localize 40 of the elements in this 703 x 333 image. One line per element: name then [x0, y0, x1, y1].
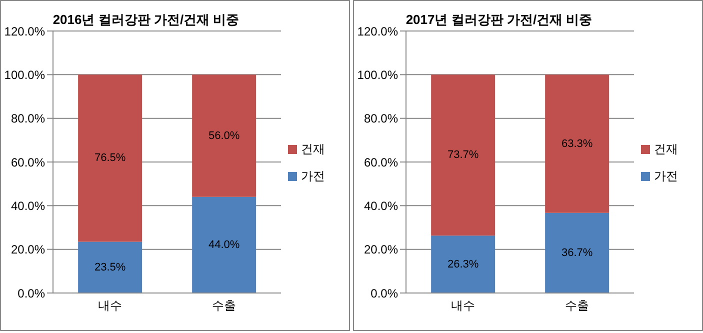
legend-label: 가전	[654, 168, 678, 185]
data-label: 73.7%	[447, 149, 479, 162]
data-label: 23.5%	[94, 261, 126, 274]
y-tick-label: 100.0%	[4, 68, 46, 82]
x-tick-label: 수출	[212, 298, 236, 313]
data-label: 26.3%	[447, 258, 479, 270]
chart-title: 2017년 컬러강판 가전/건재 비중	[406, 12, 592, 27]
data-label: 36.7%	[561, 246, 593, 259]
bar	[78, 74, 142, 242]
data-label: 56.0%	[208, 130, 240, 142]
data-label: 76.5%	[94, 152, 126, 164]
bar	[431, 236, 496, 293]
x-tick-label: 내수	[98, 298, 122, 313]
y-tick-label: 40.0%	[364, 198, 398, 213]
y-tick-label: 20.0%	[364, 242, 398, 257]
bar	[545, 212, 610, 293]
x-tick-label: 수출	[565, 298, 589, 313]
y-tick-label: 60.0%	[364, 155, 398, 170]
y-tick-label: 120.0%	[357, 24, 398, 38]
bar	[431, 74, 496, 236]
y-tick-label: 80.0%	[364, 112, 398, 126]
y-tick-label: 0.0%	[18, 286, 46, 300]
legend-label: 건재	[654, 141, 678, 158]
y-tick-label: 60.0%	[10, 155, 46, 170]
x-tick-label: 내수	[451, 298, 475, 313]
bar	[192, 196, 256, 293]
y-tick-label: 0.0%	[370, 286, 398, 300]
legend-label: 건재	[301, 141, 325, 158]
data-label: 63.3%	[561, 138, 593, 150]
legend-label: 가전	[301, 168, 325, 185]
chart-title: 2016년 컬러강판 가전/건재 비중	[52, 12, 240, 27]
bar	[192, 74, 256, 197]
bar	[545, 74, 610, 213]
y-tick-label: 20.0%	[10, 242, 46, 257]
y-tick-label: 100.0%	[357, 68, 398, 82]
y-tick-label: 120.0%	[4, 24, 46, 38]
data-label: 44.0%	[208, 238, 240, 251]
bar	[78, 242, 142, 293]
y-tick-label: 80.0%	[10, 112, 46, 126]
y-tick-label: 40.0%	[10, 198, 46, 213]
